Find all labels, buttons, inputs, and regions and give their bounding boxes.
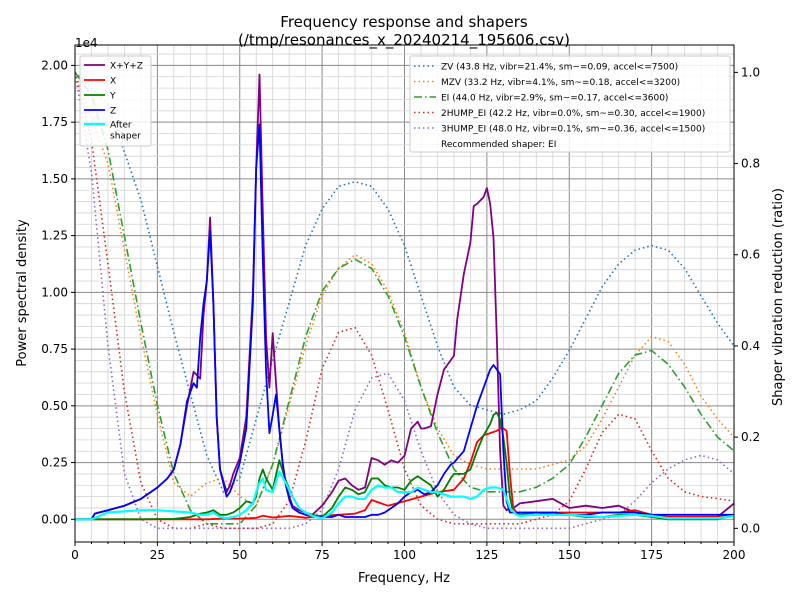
shaper-legend: ZV (43.8 Hz, vibr=21.4%, sm~=0.09, accel…: [409, 55, 731, 153]
y-left-tick-label: 2.00: [41, 58, 68, 72]
y-axis-label-left: Power spectral density: [15, 219, 30, 367]
y-left-tick-label: 1.00: [41, 285, 68, 299]
x-tick-label: 175: [640, 548, 663, 562]
series-layer: [75, 71, 734, 530]
x-tick-label: 100: [393, 548, 416, 562]
psd-line-3: [75, 123, 734, 521]
y-right-tick-label: 0.2: [741, 430, 760, 444]
shaper-legend-box: [409, 55, 731, 153]
y-offset-label: 1e4: [75, 36, 98, 50]
x-tick-label: 125: [475, 548, 498, 562]
y-right-tick-label: 0.6: [741, 248, 760, 262]
y-axis-label-right: Shaper vibration reduction (ratio): [771, 188, 786, 406]
x-tick-label: 200: [723, 548, 746, 562]
shaper-legend-label: ZV (43.8 Hz, vibr=21.4%, sm~=0.09, accel…: [441, 63, 678, 73]
psd-legend-label-line: shaper: [110, 132, 141, 142]
psd-legend-label: X+Y+Z: [110, 62, 143, 72]
psd-legend-label: After shaper: [110, 121, 141, 142]
shaper-legend-label: MZV (33.2 Hz, vibr=4.1%, sm~=0.18, accel…: [441, 78, 680, 88]
chart-title-line-2: (/tmp/resonances_x_20240214_195606.csv): [238, 31, 570, 50]
y-left-tick-label: 1.75: [41, 115, 68, 129]
y-left-tick-label: 0.25: [41, 456, 68, 470]
y-right-tick-label: 0.4: [741, 339, 760, 353]
y-left-tick-label: 0.75: [41, 342, 68, 356]
shaper-legend-label: 2HUMP_EI (42.2 Hz, vibr=0.0%, sm~=0.30, …: [441, 109, 705, 119]
y-left-tick-label: 0.00: [41, 512, 68, 526]
y-right-tick-label: 1.0: [741, 65, 760, 79]
x-tick-label: 0: [71, 548, 79, 562]
y-right-tick-label: 0.8: [741, 157, 760, 171]
psd-legend-label: Z: [110, 107, 116, 117]
x-tick-label: 150: [558, 548, 581, 562]
shaper-line-1: [75, 72, 734, 507]
y-left-tick-label: 1.25: [41, 229, 68, 243]
psd-legend-label-line: After: [110, 121, 132, 131]
x-tick-label: 75: [314, 548, 329, 562]
y-right-tick-label: 0.0: [741, 521, 760, 535]
shaper-legend-label: 3HUMP_EI (48.0 Hz, vibr=0.1%, sm~=0.36, …: [441, 125, 705, 135]
psd-line-4: [75, 470, 734, 521]
y-left-tick-label: 1.50: [41, 172, 68, 186]
y-left-tick-label: 0.50: [41, 399, 68, 413]
psd-legend-label: X: [110, 77, 116, 87]
x-tick-label: 50: [232, 548, 247, 562]
psd-legend: X+Y+Z XYZ After shaper: [79, 55, 152, 147]
psd-legend-label: Y: [109, 92, 116, 102]
shaper-legend-label: EI (44.0 Hz, vibr=2.9%, sm~=0.17, accel<…: [441, 94, 668, 104]
x-tick-label: 25: [150, 548, 165, 562]
shaper-line-2: [75, 71, 734, 525]
x-axis-label: Frequency, Hz: [358, 571, 450, 586]
recommended-shaper-text: Recommended shaper: EI: [441, 140, 556, 150]
axes: 0 25 50 75 100 125 150 175 200 0.00 0.25 0.50 0.75 1.…: [41, 58, 760, 562]
shaper-line-4: [75, 72, 734, 530]
chart-title-line-1: Frequency response and shapers: [280, 13, 528, 31]
